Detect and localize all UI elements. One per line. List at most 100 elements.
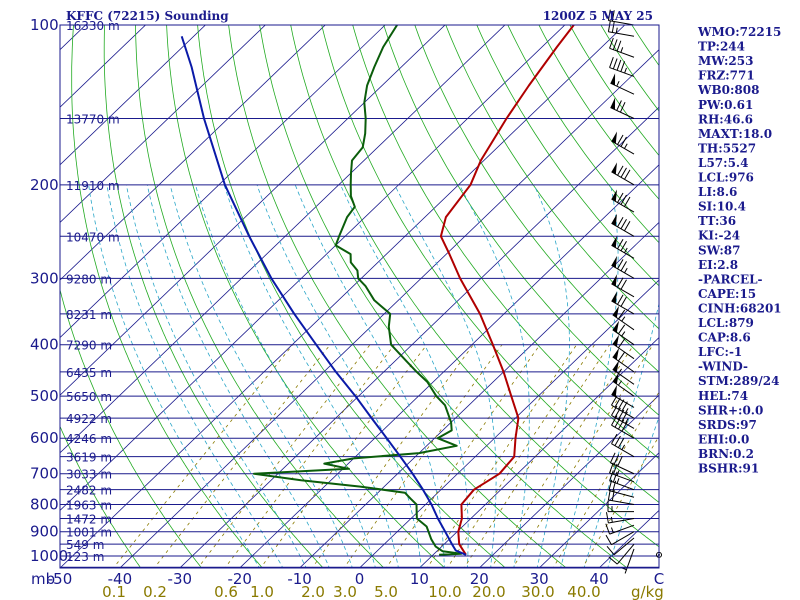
height-label: 1472 m — [66, 513, 112, 527]
height-label: 7290 m — [66, 339, 112, 353]
wind-barb — [606, 537, 635, 556]
indices-panel: WMO:72215TP:244MW:253FRZ:771WB0:808PW:0.… — [697, 25, 782, 476]
wind-barb — [605, 523, 635, 535]
dry-adiabat-line — [321, 25, 659, 503]
height-label: 10470 m — [66, 230, 120, 244]
dry-adiabat-line — [476, 25, 659, 287]
height-label: 1001 m — [66, 526, 112, 540]
isotherm-line — [119, 49, 659, 568]
index-entry: LI:8.6 — [698, 185, 737, 199]
moist-adiabat-line — [394, 184, 497, 568]
isotherm-line — [478, 394, 659, 568]
dry-adiabat-line — [414, 25, 659, 373]
index-entry: SW:87 — [698, 243, 740, 257]
index-entry: EI:2.8 — [698, 258, 738, 272]
temperature-profile-line — [439, 25, 575, 556]
wind-barb — [609, 57, 635, 77]
index-entry: SRDS:97 — [698, 418, 757, 432]
plot-frame — [59, 24, 660, 569]
height-label: 4246 m — [66, 432, 112, 446]
height-label: 123 m — [66, 550, 104, 564]
profile-layer — [180, 25, 575, 556]
index-entry: FRZ:771 — [698, 69, 755, 83]
dry-adiabat-line — [507, 25, 659, 244]
moist-adiabat-line — [223, 184, 399, 568]
wind-barb — [607, 20, 635, 37]
isotherm-line — [60, 25, 147, 108]
mixing-ratio-label: 20.0 — [472, 583, 505, 600]
index-entry: HEL:74 — [698, 389, 748, 403]
index-entry: -PARCEL- — [698, 272, 763, 286]
dry-adiabat-line — [259, 25, 628, 568]
dry-adiabat-line — [445, 25, 659, 330]
grid-layer — [0, 13, 659, 569]
index-entry: SHR+:0.0 — [698, 403, 763, 417]
wind-barb — [605, 512, 635, 524]
mixing-ratio-line — [224, 344, 395, 568]
isotherm-line — [239, 164, 659, 568]
moist-adiabat-line — [125, 184, 307, 568]
index-entry: BRN:0.2 — [698, 447, 754, 461]
isotherm-line — [60, 25, 506, 454]
temperature-unit-label: C — [654, 570, 664, 588]
wind-barb — [611, 213, 635, 237]
wind-barb-layer — [605, 9, 662, 574]
wind-barb — [612, 305, 635, 331]
mixing-ratio-label: 0.6 — [214, 583, 238, 600]
wind-barb — [611, 162, 635, 186]
isotherm-line — [60, 25, 446, 396]
moist-adiabat-line — [146, 184, 330, 568]
index-entry: SI:10.4 — [698, 200, 746, 214]
dry-adiabat-line — [352, 25, 659, 460]
temperature-tick-label: 10 — [410, 570, 429, 588]
wind-barb — [611, 395, 635, 419]
temperature-tick-label: 30 — [530, 570, 549, 588]
height-label: 11910 m — [66, 179, 120, 193]
parcel-profile-line — [180, 35, 467, 556]
moist-adiabat-line — [88, 184, 260, 568]
pressure-tick-label: 600 — [30, 429, 59, 447]
isotherm-line — [0, 13, 38, 569]
temperature-tick-label: -30 — [168, 570, 193, 588]
index-entry: STM:289/24 — [698, 374, 779, 388]
moist-adiabat-line — [607, 415, 659, 568]
temperature-tick-label: -10 — [287, 570, 312, 588]
isotherm-line — [60, 25, 566, 511]
isotherm-line — [358, 279, 659, 568]
pressure-tick-label: 500 — [30, 387, 59, 405]
isotherm-line — [538, 452, 659, 568]
wind-barb — [611, 235, 635, 259]
pressure-tick-label: 200 — [30, 176, 59, 194]
index-entry: TH:5527 — [698, 141, 756, 155]
height-labels: 16330 m 13770 m 11910 m 10470 m 9280 m 8231 m… — [66, 19, 120, 564]
pressure-tick-label: 300 — [30, 269, 59, 287]
wind-barb — [612, 334, 635, 360]
wind-barb — [609, 470, 635, 491]
moist-adiabat-line — [195, 184, 376, 568]
pressure-tick-label: 100 — [30, 16, 59, 34]
mixing-ratio-label: 30.0 — [521, 583, 554, 600]
index-entry: EHI:0.0 — [698, 432, 749, 446]
temperature-tick-label: -20 — [227, 570, 252, 588]
mixing-ratio-label: 0.1 — [102, 583, 126, 600]
temperature-tick-label: 20 — [470, 570, 489, 588]
station-title: KFFC (72215) Sounding — [66, 9, 229, 23]
mixing-ratio-label: 10.0 — [428, 583, 461, 600]
wind-barb — [612, 320, 635, 346]
wind-barb — [611, 131, 635, 155]
temperature-axis: -50 -40 -30 -20 -10 0 10 20 30 40 C — [48, 570, 664, 588]
height-label: 16330 m — [66, 19, 120, 33]
index-entry: -WIND- — [698, 360, 748, 374]
isotherm-line — [60, 25, 386, 339]
height-label: 4922 m — [66, 412, 112, 426]
mixing-ratio-unit: g/kg — [631, 583, 664, 600]
wind-barb — [610, 97, 635, 119]
dry-adiabat-line — [538, 25, 659, 200]
index-entry: CAPE:15 — [698, 287, 756, 301]
dry-adiabat-line — [60, 288, 203, 568]
height-label: 1963 m — [66, 499, 112, 513]
isotherm-line — [60, 25, 266, 223]
index-entry: LFC:-1 — [698, 345, 742, 359]
temperature-tick-label: -40 — [108, 570, 133, 588]
